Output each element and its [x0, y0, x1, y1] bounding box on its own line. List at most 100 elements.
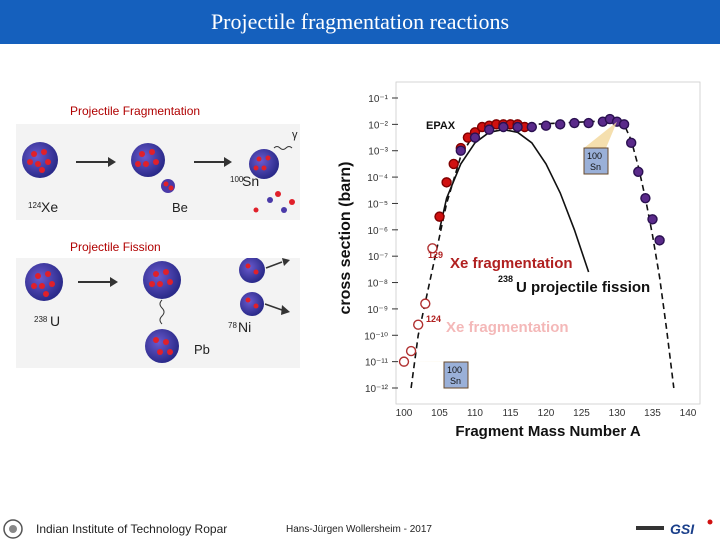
arrow-right-icon	[194, 157, 232, 167]
y-tick-label: 10⁻⁹	[367, 305, 388, 316]
fission-diagram: 238 U Pb 78	[25, 257, 290, 363]
xe129-mass-label: 129	[428, 250, 443, 260]
data-point	[640, 192, 651, 204]
y-tick-label: 10⁻⁶	[367, 226, 388, 237]
y-tick-label: 10⁻⁵	[367, 199, 388, 210]
data-point	[434, 211, 445, 222]
fission-fragment-1-icon	[239, 257, 290, 283]
fission-projectile-mass: 238	[34, 315, 48, 324]
sn100-box-bottom	[443, 361, 469, 389]
epax-label: EPAX	[426, 120, 456, 132]
xe124-label: Xe fragmentation	[446, 319, 569, 336]
x-axis-label: Fragment Mass Number A	[455, 423, 640, 440]
x-tick-label: 120	[538, 408, 555, 419]
data-point	[498, 121, 509, 133]
data-point	[647, 214, 658, 225]
data-point	[540, 120, 552, 131]
data-point	[554, 119, 566, 130]
data-point	[420, 298, 431, 309]
slide-title-bar: Projectile fragmentation reactions	[0, 0, 720, 44]
xe124-nucleus-icon	[22, 142, 58, 178]
data-point	[512, 121, 523, 133]
gamma-wave-icon	[273, 146, 293, 150]
gamma-label: γ	[292, 129, 298, 141]
data-point	[583, 117, 594, 129]
fission-target: Pb	[194, 342, 210, 357]
y-tick-label: 10⁻¹²	[365, 384, 389, 395]
fragmentation-projectile-symbol: Xe	[41, 199, 58, 215]
fragment-particles-icon	[253, 191, 295, 213]
data-point	[448, 158, 459, 170]
u238-label: U projectile fission	[516, 279, 650, 296]
pb-target-nucleus-icon	[145, 329, 179, 363]
y-tick-label: 10⁻⁷	[368, 252, 388, 263]
y-tick-label: 10⁻²	[368, 120, 388, 131]
gsi-logo-text: GSI	[670, 521, 695, 537]
data-point	[654, 235, 665, 246]
sn100-box-bottom-symbol: Sn	[450, 376, 461, 386]
interaction-wave-icon	[159, 299, 165, 325]
gsi-logo-icon: GSI	[636, 519, 713, 537]
data-point	[626, 137, 637, 149]
xe129-label: Xe fragmentation	[450, 255, 573, 272]
y-axis-label: cross section (barn)	[337, 162, 354, 315]
ni78-nucleus-icon	[240, 292, 290, 316]
data-point	[469, 132, 481, 143]
data-point	[412, 319, 424, 330]
x-tick-label: 100	[396, 408, 413, 419]
fragmentation-panel: 124 Xe Be γ 100 Sn	[16, 124, 300, 220]
data-point	[441, 177, 452, 188]
x-tick-label: 110	[467, 408, 483, 419]
y-tick-label: 10⁻³	[368, 147, 388, 158]
projectile-nucleus-icon	[131, 143, 165, 177]
data-point	[569, 117, 580, 129]
x-tick-label: 135	[644, 408, 661, 419]
footer-author: Hans-Jürgen Wollersheim - 2017	[286, 524, 432, 535]
epax-line	[438, 128, 590, 273]
data-point	[618, 119, 630, 130]
data-point	[427, 243, 438, 254]
x-tick-label: 130	[609, 408, 626, 419]
y-tick-label: 10⁻¹⁰	[364, 331, 388, 342]
fissioning-nucleus-icon	[143, 261, 181, 299]
slide-title: Projectile fragmentation reactions	[210, 9, 510, 34]
fission-panel: 238 U Pb 78	[16, 257, 300, 368]
u238-mass-label: 238	[498, 274, 513, 284]
x-tick-label: 140	[680, 408, 697, 419]
data-point	[455, 145, 467, 156]
fission-projectile-symbol: U	[50, 313, 60, 329]
y-tick-label: 10⁻¹	[368, 94, 388, 105]
y-tick-label: 10⁻¹¹	[365, 358, 389, 369]
y-tick-label: 10⁻⁸	[367, 279, 388, 290]
plot-frame	[395, 81, 701, 405]
data-point	[526, 121, 538, 133]
fission-product-mass: 78	[228, 321, 237, 330]
y-tick-label: 10⁻⁴	[367, 173, 388, 184]
fission-heading: Projectile Fission	[70, 240, 161, 254]
fragmentation-product-mass: 100	[230, 175, 244, 184]
x-tick-label: 115	[503, 408, 519, 419]
fragmentation-product-symbol: Sn	[242, 173, 259, 189]
footer-institute: Indian Institute of Technology Ropar	[36, 522, 228, 536]
x-axis-ticks: 100 105 110 115 120 125 130 135 140	[396, 408, 697, 419]
data-point	[483, 124, 495, 135]
x-tick-label: 125	[573, 408, 590, 419]
be-target-nucleus-icon	[161, 179, 175, 193]
y-axis-ticks: 10⁻¹ 10⁻² 10⁻³ 10⁻⁴ 10⁻⁵ 10⁻⁶ 10⁻⁷ 10⁻⁸ 10⁻⁹ 10⁻¹…	[364, 94, 398, 395]
sn100-box-top-mass: 100	[587, 151, 602, 161]
sn100-box-bottom-mass: 100	[447, 365, 462, 375]
fragmentation-heading: Projectile Fragmentation	[70, 104, 201, 118]
sn100-box-top-symbol: Sn	[590, 162, 601, 172]
arrow-right-icon	[78, 277, 118, 287]
fragmentation-target: Be	[172, 200, 188, 215]
data-point	[405, 345, 417, 357]
cross-section-chart: 10⁻¹ 10⁻² 10⁻³ 10⁻⁴ 10⁻⁵ 10⁻⁶ 10⁻⁷ 10⁻⁸ 10⁻⁹ 10⁻¹…	[337, 81, 701, 440]
dashed-fit-line	[410, 119, 675, 389]
x-tick-label: 105	[431, 408, 448, 419]
xe124-mass-label: 124	[426, 314, 441, 324]
data-point	[633, 166, 644, 178]
fragmentation-projectile-mass: 124	[28, 201, 42, 210]
sn100-box-top	[583, 147, 609, 175]
gsi-logo: GSI	[636, 518, 718, 538]
sn100-nucleus-icon	[249, 149, 279, 179]
